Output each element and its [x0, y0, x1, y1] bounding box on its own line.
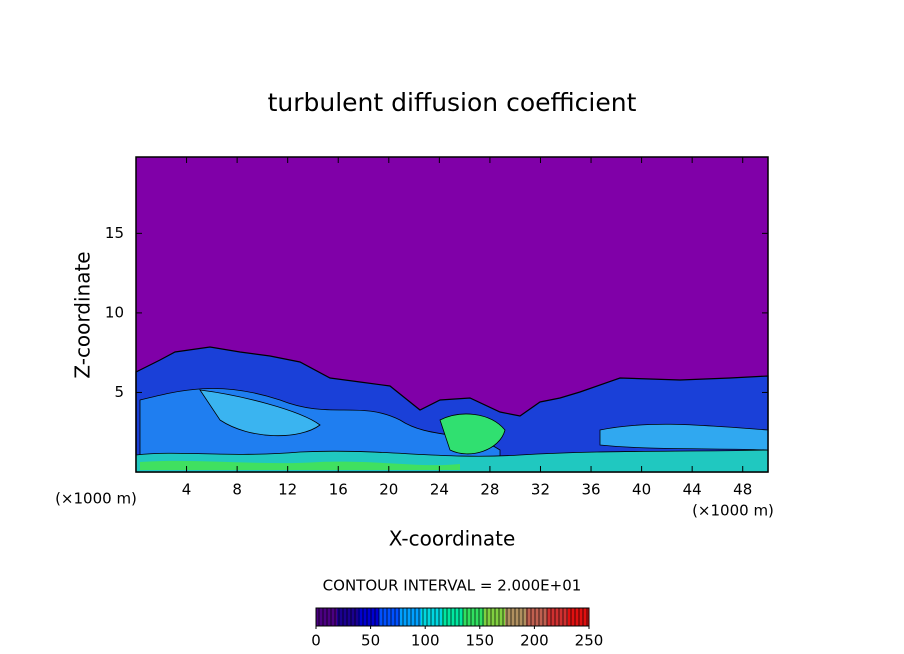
x-tick-label: 36 — [581, 481, 600, 499]
x-tick-label: 32 — [531, 481, 550, 499]
colorbar-tick-label: 150 — [465, 632, 494, 650]
x-tick-label: 16 — [329, 481, 348, 499]
colorbar-swatch — [505, 608, 527, 626]
colorbar-swatch — [421, 608, 443, 626]
colorbar-tick-label: 100 — [411, 632, 440, 650]
colorbar-swatch — [358, 608, 380, 626]
colorbar-tick-label: 0 — [311, 632, 321, 650]
field-region — [140, 460, 460, 470]
colorbar-swatch — [337, 608, 359, 626]
colorbar-swatch — [442, 608, 464, 626]
x-tick-label: 48 — [733, 481, 752, 499]
chart-title: turbulent diffusion coefficient — [268, 88, 637, 117]
y-tick-label: 5 — [114, 383, 124, 401]
x-tick-label: 40 — [632, 481, 651, 499]
x-tick-label: 20 — [379, 481, 398, 499]
y-tick-label: 15 — [105, 224, 124, 242]
x-tick-label: 24 — [430, 481, 449, 499]
annotation: CONTOUR INTERVAL = 2.000E+01 — [323, 577, 582, 595]
x-tick-label: 44 — [683, 481, 702, 499]
field-region — [439, 413, 506, 455]
colorbar-swatch — [526, 608, 548, 626]
field-region — [199, 389, 321, 437]
x-unit: (×1000 m) — [692, 502, 774, 520]
colorbar-swatch — [379, 608, 401, 626]
y-tick-label: 10 — [105, 303, 124, 321]
x-tick-label: 8 — [232, 481, 242, 499]
colorbar-swatch — [463, 608, 485, 626]
y-axis-label: Z-coordinate — [71, 251, 95, 378]
plot-frame — [135, 156, 769, 473]
x-tick-label: 4 — [182, 481, 192, 499]
y-unit: (×1000 m) — [55, 490, 137, 508]
x-axis-label: X-coordinate — [389, 527, 516, 551]
colorbar-swatch — [547, 608, 569, 626]
field — [135, 346, 769, 473]
colorbar-tick-label: 200 — [520, 632, 549, 650]
colorbar-frame — [315, 607, 590, 627]
colorbar-tick-label: 250 — [575, 632, 604, 650]
colorbar-tick-label: 50 — [361, 632, 380, 650]
x-tick-label: 12 — [278, 481, 297, 499]
field-region — [599, 423, 769, 451]
x-tick-label: 28 — [480, 481, 499, 499]
